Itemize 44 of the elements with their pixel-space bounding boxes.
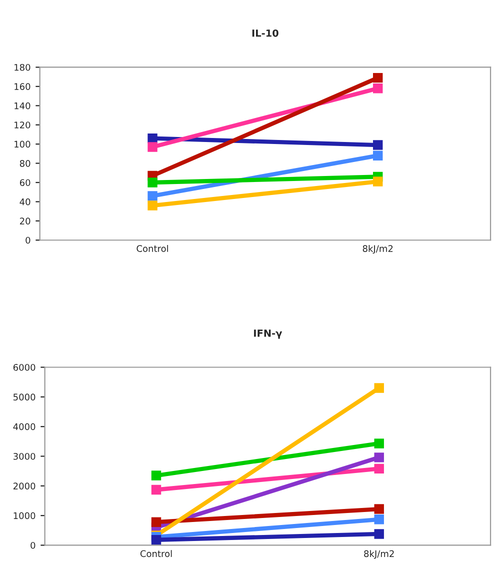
point (151, 535, 162, 545)
y-tick-label: 180 (14, 64, 30, 71)
y-tick-label: 0 (30, 542, 36, 549)
y-tick-label: 5000 (14, 394, 36, 400)
point (148, 191, 158, 201)
point (148, 142, 158, 152)
x-tick-label: Control (136, 244, 168, 252)
point (374, 504, 384, 514)
y-tick-label: 40 (20, 198, 30, 206)
chart-title: IFN-γ (254, 330, 282, 339)
point (148, 178, 158, 188)
y-tick-label: 3000 (14, 452, 36, 460)
y-tick-label: 80 (20, 160, 30, 167)
point (372, 140, 383, 150)
y-tick-label: 2000 (13, 482, 36, 490)
point (148, 200, 158, 210)
point (151, 470, 162, 480)
point (374, 452, 384, 462)
point (372, 72, 383, 83)
y-tick-label: 20 (20, 218, 30, 224)
point (372, 84, 383, 94)
y-tick-label: 140 (14, 102, 30, 110)
chart-title: IL-10 (252, 29, 278, 37)
point (151, 484, 162, 495)
y-tick-label: 4000 (13, 423, 36, 430)
y-tick-label: 0 (26, 236, 30, 244)
point (374, 383, 384, 393)
point (148, 133, 158, 144)
point (374, 514, 384, 524)
y-tick-label: 60 (20, 179, 30, 186)
x-tick-label: 8kJ/m2 (364, 550, 394, 559)
point (372, 176, 383, 186)
point (151, 517, 162, 527)
point (374, 438, 384, 448)
point (374, 464, 384, 474)
y-tick-label: 100 (14, 140, 30, 148)
x-tick-label: 8kJ/m2 (362, 244, 393, 254)
y-tick-label: 160 (14, 83, 30, 90)
y-tick-label: 1000 (14, 512, 36, 520)
point (374, 529, 384, 539)
y-tick-label: 120 (14, 122, 30, 128)
x-tick-label: Control (140, 550, 172, 558)
point (372, 150, 383, 160)
y-tick-label: 6000 (13, 364, 36, 371)
